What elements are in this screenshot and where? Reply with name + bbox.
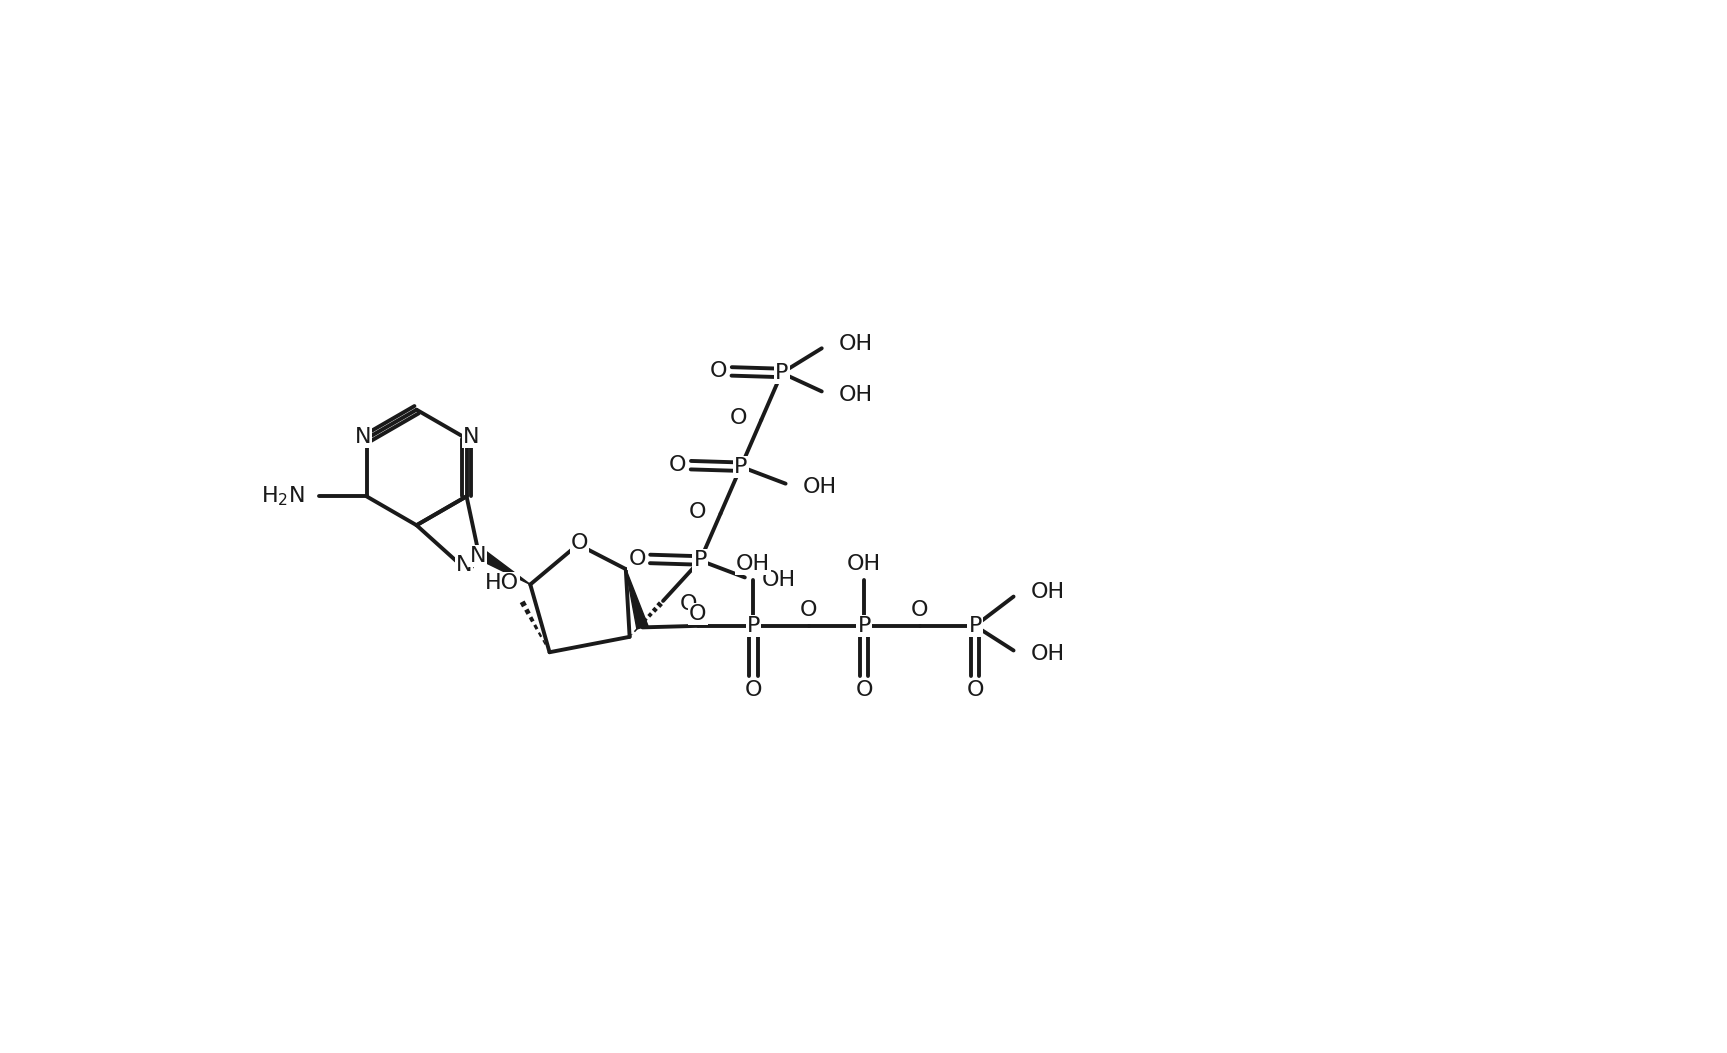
Text: N: N bbox=[354, 428, 371, 448]
Text: N: N bbox=[456, 555, 471, 575]
Text: O: O bbox=[680, 594, 698, 614]
Text: O: O bbox=[744, 680, 762, 700]
Text: HO: HO bbox=[485, 573, 518, 593]
Text: O: O bbox=[731, 409, 748, 429]
Text: P: P bbox=[694, 551, 706, 571]
Text: O: O bbox=[710, 361, 727, 381]
Text: O: O bbox=[689, 502, 706, 522]
Text: P: P bbox=[734, 457, 748, 477]
Text: O: O bbox=[629, 549, 646, 569]
Text: OH: OH bbox=[839, 334, 872, 354]
Text: P: P bbox=[746, 616, 760, 636]
Text: O: O bbox=[967, 680, 984, 700]
Text: O: O bbox=[855, 680, 872, 700]
Text: O: O bbox=[572, 533, 589, 553]
Text: P: P bbox=[858, 616, 870, 636]
Text: P: P bbox=[775, 363, 789, 383]
Text: H$_2$N: H$_2$N bbox=[261, 484, 306, 509]
Polygon shape bbox=[475, 548, 530, 584]
Text: O: O bbox=[910, 600, 929, 620]
Text: N: N bbox=[463, 428, 480, 448]
Text: O: O bbox=[689, 604, 706, 624]
Text: OH: OH bbox=[1031, 582, 1064, 602]
Polygon shape bbox=[625, 569, 648, 629]
Text: OH: OH bbox=[848, 554, 881, 574]
Text: OH: OH bbox=[1031, 643, 1064, 663]
Text: O: O bbox=[668, 455, 687, 475]
Text: OH: OH bbox=[762, 571, 796, 591]
Text: OH: OH bbox=[839, 384, 872, 404]
Text: OH: OH bbox=[803, 477, 836, 497]
Text: P: P bbox=[969, 616, 981, 636]
Text: N: N bbox=[470, 545, 485, 565]
Text: OH: OH bbox=[736, 554, 770, 574]
Text: O: O bbox=[800, 600, 817, 620]
